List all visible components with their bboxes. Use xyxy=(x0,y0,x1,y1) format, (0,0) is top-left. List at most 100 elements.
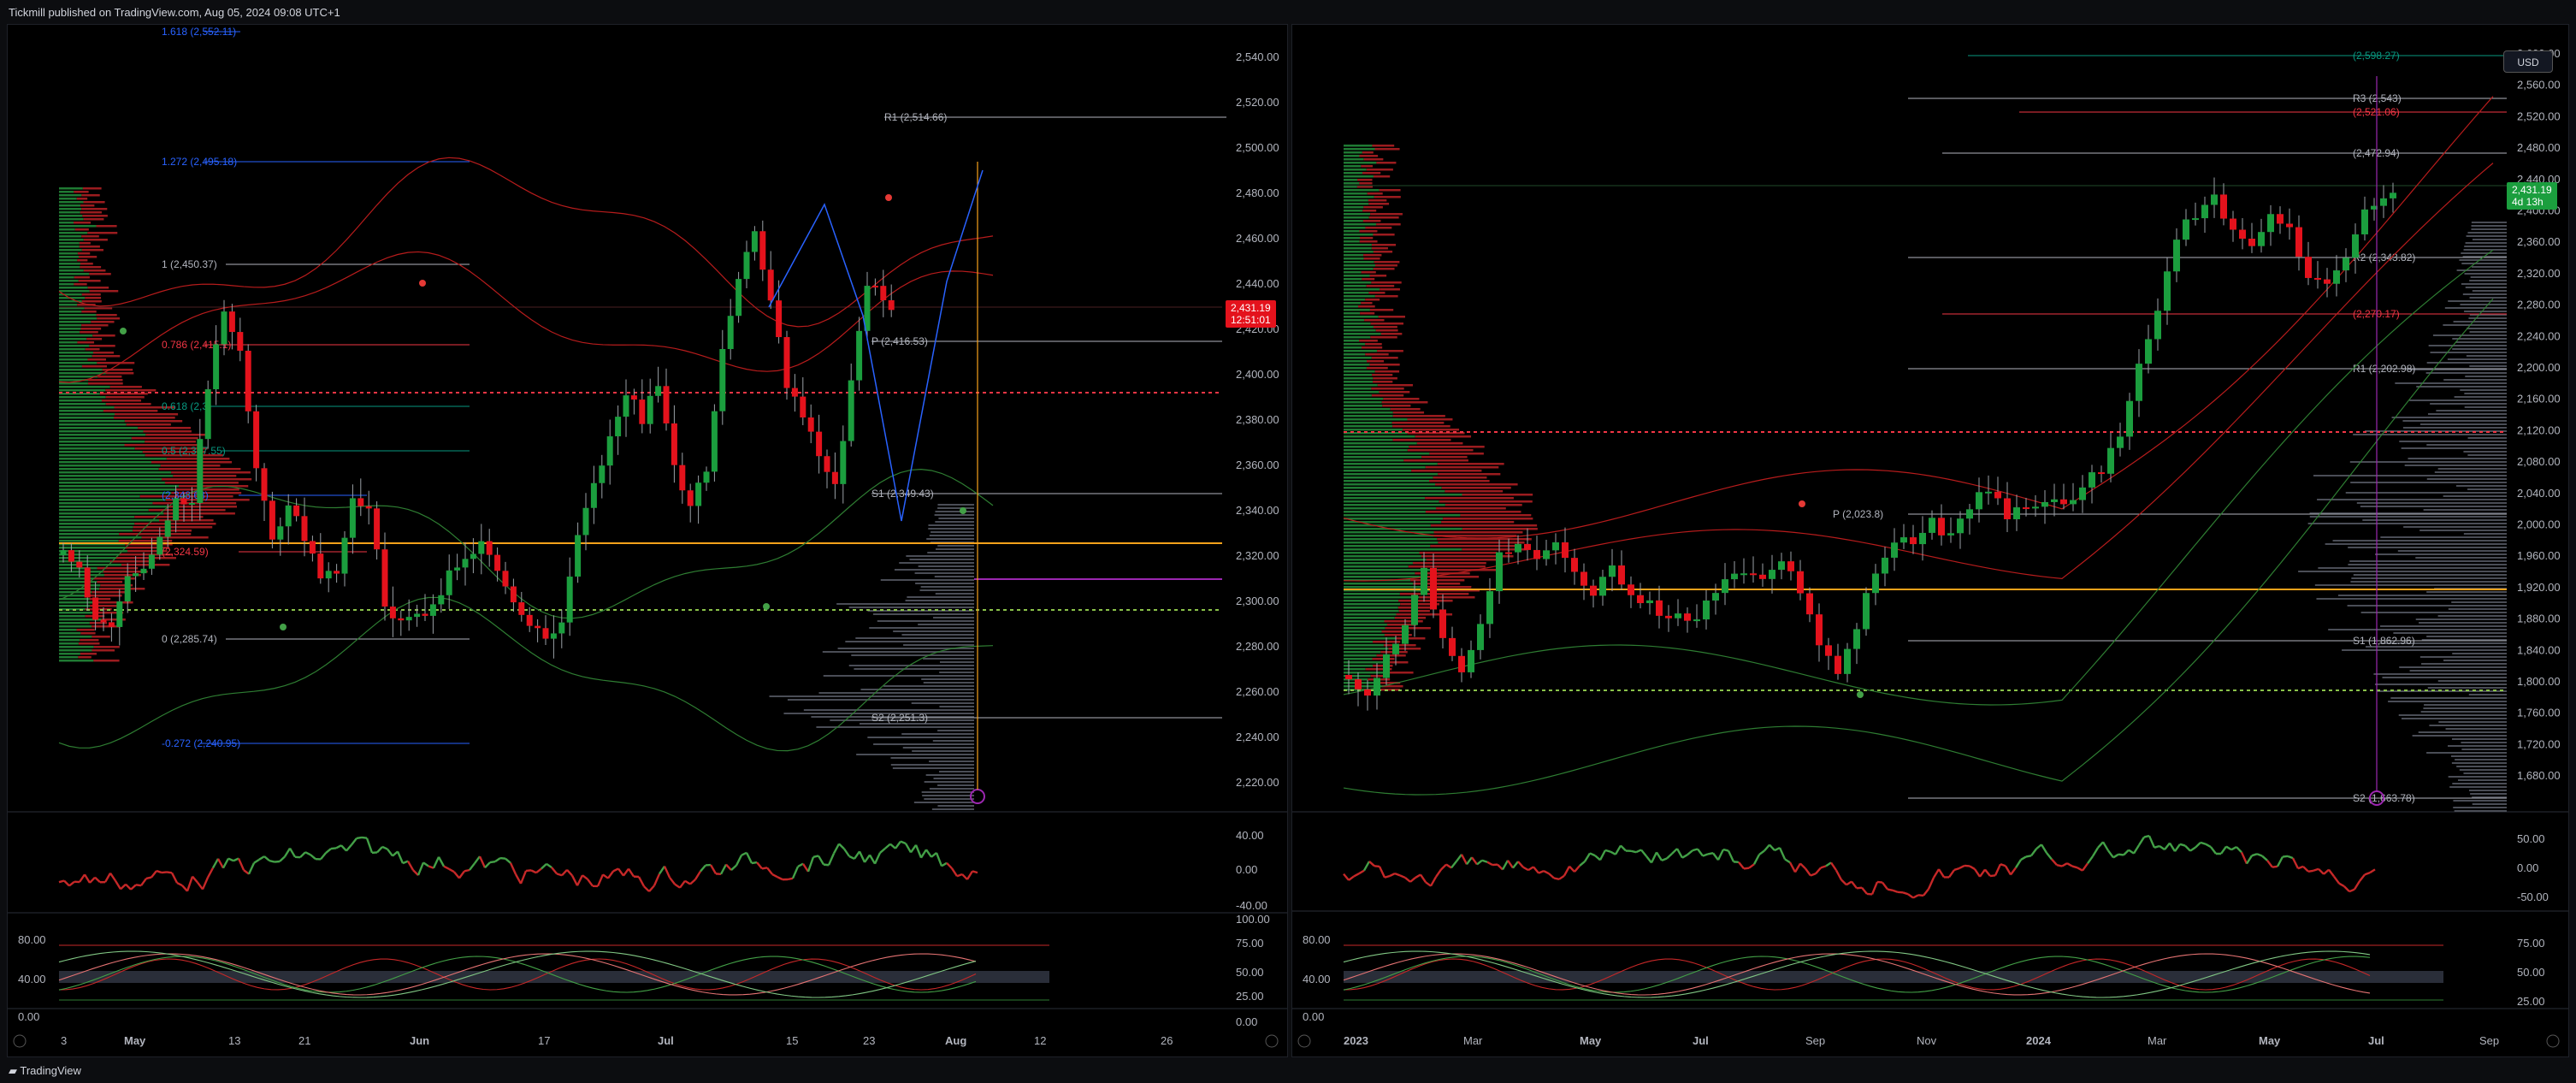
right-volume-profile-bar xyxy=(1373,381,1393,383)
right-rsi-line xyxy=(2030,848,2037,857)
right-stoch-axis-label: 50.00 xyxy=(2517,966,2545,979)
left-rsi-line xyxy=(170,872,179,884)
left-volume-profile-bar xyxy=(59,399,103,402)
left-session-volume-bar xyxy=(918,624,974,625)
right-volume-profile-bar xyxy=(1344,343,1366,346)
left-candle-body xyxy=(566,577,573,623)
right-signal-dot xyxy=(1857,691,1864,698)
left-rsi-line xyxy=(806,856,815,873)
right-rsi-line xyxy=(1815,867,1822,875)
left-volume-profile-bar xyxy=(96,314,117,317)
right-session-volume-bar xyxy=(2448,745,2507,747)
right-volume-profile-bar xyxy=(1344,206,1364,209)
right-volume-profile-bar xyxy=(1381,685,1403,688)
left-session-volume-bar xyxy=(935,593,974,595)
left-candle-body xyxy=(736,279,742,317)
right-volume-profile-bar xyxy=(1356,186,1374,188)
right-volume-profile-bar xyxy=(1344,528,1462,530)
left-volume-profile-bar xyxy=(59,588,100,590)
right-session-volume-bar xyxy=(2419,423,2507,425)
right-volume-profile-bar xyxy=(1368,216,1399,219)
left-volume-profile-bar xyxy=(59,287,88,289)
right-chart-canvas[interactable]: 2,600.002,560.002,520.002,480.002,440.00… xyxy=(1292,25,2569,1057)
left-volume-profile-bar xyxy=(59,632,81,635)
right-chart-panel[interactable]: 2,600.002,560.002,520.002,480.002,440.00… xyxy=(1291,24,2569,1057)
right-volume-profile-bar xyxy=(1362,210,1377,212)
right-candle-body xyxy=(1675,613,1681,618)
left-session-volume-bar xyxy=(928,524,974,526)
right-rsi-line xyxy=(1707,852,1714,855)
right-rsi-line xyxy=(1681,854,1688,859)
right-band-line xyxy=(1343,249,2494,706)
right-volume-profile-bar xyxy=(1361,302,1373,305)
right-volume-profile-bar xyxy=(1344,230,1360,233)
left-chart-canvas[interactable]: 2,540.002,520.002,500.002,480.002,460.00… xyxy=(8,25,1288,1057)
right-rsi-line xyxy=(1456,854,1462,862)
left-candle-body xyxy=(100,619,107,623)
right-volume-profile-bar xyxy=(1344,487,1442,489)
currency-button[interactable]: USD xyxy=(2503,50,2553,73)
left-session-volume-bar xyxy=(869,627,974,629)
right-rsi-line xyxy=(1937,868,1946,879)
right-rsi-line xyxy=(2338,882,2345,888)
right-rsi-line xyxy=(1415,873,1421,879)
right-rsi-line xyxy=(1569,865,1575,873)
left-volume-profile-bar xyxy=(59,540,119,542)
left-volume-profile-bar xyxy=(59,451,143,453)
right-rsi-line xyxy=(1752,854,1761,865)
left-rsi-line xyxy=(617,867,624,877)
right-session-volume-bar xyxy=(2313,475,2507,476)
right-volume-profile-bar xyxy=(1416,442,1463,445)
left-candle-body xyxy=(60,550,67,555)
left-rsi-line xyxy=(582,874,588,880)
left-candle-body xyxy=(454,567,461,571)
left-volume-profile-bar xyxy=(59,235,82,238)
right-session-volume-bar xyxy=(2471,222,2507,223)
right-rsi-line xyxy=(2291,857,2300,869)
left-volume-profile-bar xyxy=(59,536,142,539)
left-volume-profile-bar xyxy=(83,239,108,241)
left-volume-profile-bar xyxy=(80,632,96,635)
right-volume-profile-bar xyxy=(1373,251,1393,253)
right-rsi-line xyxy=(1856,886,1863,890)
left-rsi-line xyxy=(694,870,702,880)
right-volume-profile-bar xyxy=(1344,545,1431,547)
right-candle-body xyxy=(2239,229,2246,240)
left-chart-panel[interactable]: 2,540.00 2,520.00 2,500.00 2,480.00 2,460.00… xyxy=(7,24,1288,1057)
left-volume-profile-bar xyxy=(59,269,84,272)
left-rsi-line xyxy=(258,855,265,861)
left-rsi-line xyxy=(340,844,347,852)
right-candle-body xyxy=(1835,655,1841,674)
left-stoch-axis-label: 0.00 xyxy=(1236,1015,1257,1028)
right-price-axis-label: 2,280.00 xyxy=(2517,299,2561,311)
right-rsi-line xyxy=(2066,862,2073,867)
left-rsi-line xyxy=(602,873,609,879)
left-level-label: R1 (2,514.66) xyxy=(884,111,947,123)
right-volume-profile-bar xyxy=(1344,165,1362,168)
right-volume-profile-bar xyxy=(1344,264,1375,267)
right-candle-body xyxy=(2183,219,2189,240)
right-volume-profile-bar xyxy=(1344,323,1371,325)
right-candle-body xyxy=(1599,577,1606,596)
right-session-volume-bar xyxy=(2347,605,2507,607)
right-volume-profile-bar xyxy=(1344,442,1417,445)
left-volume-profile-bar xyxy=(85,348,100,351)
right-volume-profile-bar xyxy=(1426,559,1500,561)
left-session-volume-bar xyxy=(921,791,974,793)
left-signal-dot xyxy=(419,280,426,287)
left-candle-body xyxy=(783,337,790,388)
left-candle-body xyxy=(502,571,509,587)
right-volume-profile-bar xyxy=(1344,480,1430,482)
right-volume-profile-bar xyxy=(1371,244,1397,246)
left-candle-body xyxy=(180,498,187,505)
right-volume-profile-bar xyxy=(1407,432,1465,435)
right-volume-profile-bar xyxy=(1344,507,1437,510)
right-rsi-line xyxy=(2025,855,2032,858)
left-candle-body xyxy=(606,436,613,466)
right-stoch-axis-label: 75.00 xyxy=(2517,937,2545,950)
right-session-volume-bar xyxy=(2467,232,2507,234)
right-volume-profile-bar xyxy=(1344,425,1393,428)
right-volume-profile-bar xyxy=(1344,172,1363,175)
right-candle-body xyxy=(1665,615,1672,618)
right-candle-body xyxy=(2248,239,2255,246)
